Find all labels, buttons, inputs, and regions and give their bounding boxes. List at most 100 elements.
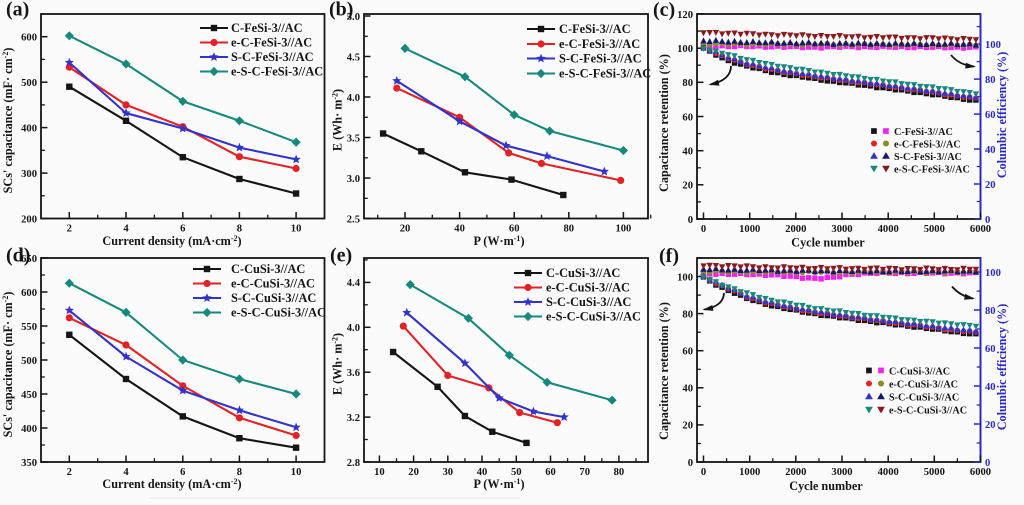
svg-text:2.8: 2.8 bbox=[347, 458, 360, 469]
svg-text:70: 70 bbox=[579, 467, 590, 478]
svg-text:(b): (b) bbox=[329, 0, 353, 21]
svg-text:50: 50 bbox=[511, 467, 522, 478]
svg-text:40: 40 bbox=[682, 147, 693, 158]
svg-text:e-S-C-CuSi-3//AC: e-S-C-CuSi-3//AC bbox=[889, 405, 967, 416]
svg-text:400: 400 bbox=[21, 424, 37, 435]
svg-text:e-C-FeSi-3//AC: e-C-FeSi-3//AC bbox=[231, 36, 312, 50]
svg-text:100: 100 bbox=[677, 272, 693, 283]
svg-text:SCs' capacitance (mF· cm-2): SCs' capacitance (mF· cm-2) bbox=[1, 292, 15, 438]
svg-text:5000: 5000 bbox=[924, 224, 945, 235]
svg-text:4.4: 4.4 bbox=[347, 278, 361, 289]
svg-text:6000: 6000 bbox=[970, 467, 991, 478]
svg-text:1000: 1000 bbox=[739, 224, 760, 235]
svg-text:3.0: 3.0 bbox=[347, 174, 360, 185]
svg-text:0: 0 bbox=[985, 458, 990, 469]
svg-text:4.0: 4.0 bbox=[347, 323, 360, 334]
svg-text:e-S-C-FeSi-3//AC: e-S-C-FeSi-3//AC bbox=[231, 65, 323, 79]
svg-text:4: 4 bbox=[123, 224, 129, 235]
svg-text:Cycle number: Cycle number bbox=[789, 479, 863, 493]
svg-text:3.2: 3.2 bbox=[347, 413, 360, 424]
svg-text:3000: 3000 bbox=[831, 467, 852, 478]
svg-text:(e): (e) bbox=[330, 245, 352, 267]
svg-text:60: 60 bbox=[545, 467, 556, 478]
svg-text:30: 30 bbox=[443, 467, 454, 478]
svg-text:C-FeSi-3//AC: C-FeSi-3//AC bbox=[231, 21, 303, 35]
svg-text:40: 40 bbox=[477, 467, 488, 478]
svg-text:P (W·m-1): P (W·m-1) bbox=[473, 477, 524, 491]
svg-text:2000: 2000 bbox=[785, 467, 806, 478]
svg-text:60: 60 bbox=[985, 110, 996, 121]
svg-text:600: 600 bbox=[21, 33, 37, 44]
svg-text:6: 6 bbox=[180, 467, 185, 478]
svg-text:4.0: 4.0 bbox=[347, 93, 360, 104]
svg-text:E (Wh· m-2): E (Wh· m-2) bbox=[330, 333, 344, 395]
svg-text:C-CuSi-3//AC: C-CuSi-3//AC bbox=[231, 262, 305, 276]
svg-text:60: 60 bbox=[509, 224, 520, 235]
svg-text:Capacitance retention (%): Capacitance retention (%) bbox=[657, 54, 671, 192]
svg-text:10: 10 bbox=[374, 467, 385, 478]
svg-text:C-CuSi-3//AC: C-CuSi-3//AC bbox=[889, 366, 950, 377]
svg-text:6: 6 bbox=[180, 224, 185, 235]
svg-text:40: 40 bbox=[985, 382, 996, 393]
svg-text:e-S-C-FeSi-3//AC: e-S-C-FeSi-3//AC bbox=[559, 67, 651, 81]
svg-text:600: 600 bbox=[21, 288, 37, 299]
svg-text:100: 100 bbox=[985, 40, 1001, 51]
svg-text:S-C-CuSi-3//AC: S-C-CuSi-3//AC bbox=[231, 291, 316, 305]
svg-text:(d): (d) bbox=[6, 245, 30, 267]
svg-text:(c): (c) bbox=[653, 0, 675, 21]
svg-text:(a): (a) bbox=[6, 0, 29, 21]
svg-text:650: 650 bbox=[21, 254, 37, 265]
svg-text:20: 20 bbox=[682, 421, 693, 432]
svg-text:Cycle number: Cycle number bbox=[791, 236, 865, 250]
svg-text:200: 200 bbox=[21, 214, 37, 225]
svg-text:8: 8 bbox=[237, 224, 242, 235]
svg-text:P (W·m-1): P (W·m-1) bbox=[473, 234, 524, 248]
svg-text:20: 20 bbox=[985, 420, 996, 431]
svg-text:450: 450 bbox=[21, 390, 37, 401]
svg-text:0: 0 bbox=[701, 467, 706, 478]
svg-text:40: 40 bbox=[985, 145, 996, 156]
svg-text:80: 80 bbox=[985, 75, 996, 86]
svg-text:60: 60 bbox=[682, 347, 693, 358]
svg-text:0: 0 bbox=[688, 458, 693, 469]
svg-text:e-C-FeSi-3//AC: e-C-FeSi-3//AC bbox=[559, 37, 640, 51]
svg-text:80: 80 bbox=[614, 467, 625, 478]
svg-text:10: 10 bbox=[291, 467, 302, 478]
svg-text:e-S-C-CuSi-3//AC: e-S-C-CuSi-3//AC bbox=[546, 310, 641, 324]
svg-text:e-S-C-CuSi-3//AC: e-S-C-CuSi-3//AC bbox=[231, 306, 326, 320]
svg-text:20: 20 bbox=[408, 467, 419, 478]
svg-text:100: 100 bbox=[615, 224, 631, 235]
svg-text:20: 20 bbox=[400, 224, 411, 235]
svg-text:550: 550 bbox=[21, 322, 37, 333]
svg-text:60: 60 bbox=[985, 344, 996, 355]
svg-text:S-C-FeSi-3//AC: S-C-FeSi-3//AC bbox=[894, 152, 962, 163]
svg-text:Current density (mA·cm-2): Current density (mA·cm-2) bbox=[102, 477, 241, 491]
svg-text:Current density (mA·cm-2): Current density (mA·cm-2) bbox=[102, 234, 241, 248]
svg-text:Columbic efficiency (%): Columbic efficiency (%) bbox=[995, 304, 1009, 431]
svg-text:0: 0 bbox=[688, 215, 693, 226]
svg-text:350: 350 bbox=[21, 458, 37, 469]
svg-text:60: 60 bbox=[682, 112, 693, 123]
svg-text:400: 400 bbox=[21, 123, 37, 134]
svg-text:Columbic efficiency (%): Columbic efficiency (%) bbox=[995, 52, 1009, 179]
svg-text:(f): (f) bbox=[659, 245, 679, 267]
svg-text:8: 8 bbox=[237, 467, 242, 478]
svg-text:0: 0 bbox=[701, 224, 706, 235]
svg-text:S-C-CuSi-3//AC: S-C-CuSi-3//AC bbox=[546, 295, 631, 309]
svg-text:4.5: 4.5 bbox=[347, 52, 360, 63]
svg-text:80: 80 bbox=[985, 306, 996, 317]
svg-text:20: 20 bbox=[985, 180, 996, 191]
svg-text:E (Wh· m-2): E (Wh· m-2) bbox=[330, 89, 344, 151]
svg-text:5.0: 5.0 bbox=[347, 12, 360, 23]
svg-text:20: 20 bbox=[682, 181, 693, 192]
svg-text:C-CuSi-3//AC: C-CuSi-3//AC bbox=[546, 266, 620, 280]
svg-text:100: 100 bbox=[677, 44, 693, 55]
svg-text:2000: 2000 bbox=[785, 224, 806, 235]
svg-text:500: 500 bbox=[21, 78, 37, 89]
svg-text:3000: 3000 bbox=[831, 224, 852, 235]
svg-text:e-S-C-FeSi-3//AC: e-S-C-FeSi-3//AC bbox=[894, 164, 970, 175]
svg-text:5000: 5000 bbox=[924, 467, 945, 478]
svg-text:S-C-CuSi-3//AC: S-C-CuSi-3//AC bbox=[889, 392, 959, 403]
svg-text:2.5: 2.5 bbox=[347, 214, 360, 225]
svg-text:e-C-CuSi-3//AC: e-C-CuSi-3//AC bbox=[889, 379, 958, 390]
